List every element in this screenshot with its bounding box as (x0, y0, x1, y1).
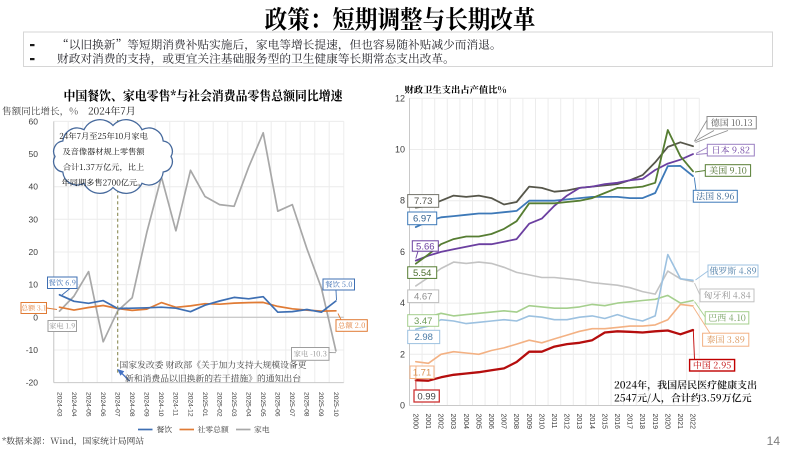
svg-text:20: 20 (29, 247, 39, 257)
svg-text:2025-03: 2025-03 (230, 392, 237, 417)
svg-text:0: 0 (400, 401, 405, 411)
svg-text:6: 6 (400, 247, 405, 257)
svg-text:-10: -10 (26, 345, 39, 355)
svg-text:2015: 2015 (600, 414, 607, 430)
svg-text:2024-07: 2024-07 (114, 392, 121, 417)
svg-text:50: 50 (29, 149, 39, 159)
svg-text:2024-03: 2024-03 (55, 392, 62, 417)
svg-text:2001: 2001 (424, 414, 431, 430)
svg-text:2002: 2002 (437, 414, 444, 430)
svg-text:40: 40 (29, 182, 39, 192)
svg-text:6.97: 6.97 (413, 214, 432, 225)
svg-text:2007: 2007 (500, 414, 507, 430)
svg-text:2013: 2013 (575, 414, 582, 430)
svg-text:2006: 2006 (487, 414, 494, 430)
svg-text:2024-05: 2024-05 (84, 392, 91, 417)
svg-text:8: 8 (400, 196, 405, 206)
svg-text:2003: 2003 (449, 414, 456, 430)
svg-text:0.99: 0.99 (417, 391, 436, 402)
svg-text:2025-01: 2025-01 (201, 392, 208, 417)
svg-text:2019: 2019 (651, 414, 658, 430)
svg-text:10: 10 (395, 145, 405, 155)
svg-text:2011: 2011 (550, 414, 557, 429)
svg-text:0: 0 (33, 312, 38, 322)
svg-text:2025-08: 2025-08 (303, 392, 310, 417)
svg-text:2025-02: 2025-02 (215, 392, 222, 417)
svg-text:10: 10 (29, 280, 39, 290)
svg-text:4.67: 4.67 (414, 292, 433, 303)
svg-text:2018: 2018 (638, 414, 645, 430)
svg-text:2024-11: 2024-11 (172, 392, 179, 416)
svg-text:2024-04: 2024-04 (70, 392, 77, 417)
svg-text:2024-12: 2024-12 (186, 392, 193, 417)
svg-text:2014: 2014 (588, 414, 595, 430)
svg-text:2025-04: 2025-04 (245, 392, 252, 417)
svg-text:4: 4 (400, 298, 405, 308)
svg-text:60: 60 (29, 116, 39, 126)
svg-text:2016: 2016 (613, 414, 620, 430)
svg-text:5.66: 5.66 (416, 241, 435, 252)
svg-text:12: 12 (395, 93, 405, 103)
svg-text:-20: -20 (26, 378, 39, 388)
svg-text:2024-09: 2024-09 (143, 392, 150, 417)
svg-text:1.71: 1.71 (413, 368, 432, 379)
svg-text:2005: 2005 (474, 414, 481, 430)
svg-text:2010: 2010 (537, 414, 544, 430)
svg-text:2025-05: 2025-05 (259, 392, 266, 417)
svg-text:2.98: 2.98 (414, 332, 433, 343)
svg-text:2009: 2009 (525, 414, 532, 430)
svg-text:2017: 2017 (626, 414, 633, 430)
svg-text:7.73: 7.73 (414, 196, 433, 207)
svg-text:14: 14 (767, 434, 781, 448)
svg-text:30: 30 (29, 214, 39, 224)
svg-text:3.47: 3.47 (414, 316, 433, 327)
svg-text:2024-08: 2024-08 (128, 392, 135, 417)
svg-text:2025-10: 2025-10 (332, 392, 339, 417)
svg-text:5.54: 5.54 (413, 268, 432, 279)
svg-text:2024-10: 2024-10 (157, 392, 164, 417)
svg-text:2020: 2020 (663, 414, 670, 430)
svg-text:2008: 2008 (512, 414, 519, 430)
svg-text:2025-07: 2025-07 (288, 392, 295, 417)
svg-text:2024-06: 2024-06 (99, 392, 106, 417)
svg-text:2021: 2021 (676, 414, 683, 430)
svg-text:2004: 2004 (462, 414, 469, 430)
svg-text:2025-09: 2025-09 (317, 392, 324, 417)
svg-text:2012: 2012 (563, 414, 570, 430)
svg-text:2025-06: 2025-06 (274, 392, 281, 417)
svg-text:2: 2 (400, 349, 405, 359)
svg-text:2000: 2000 (411, 414, 418, 430)
svg-text:2022: 2022 (689, 414, 696, 430)
